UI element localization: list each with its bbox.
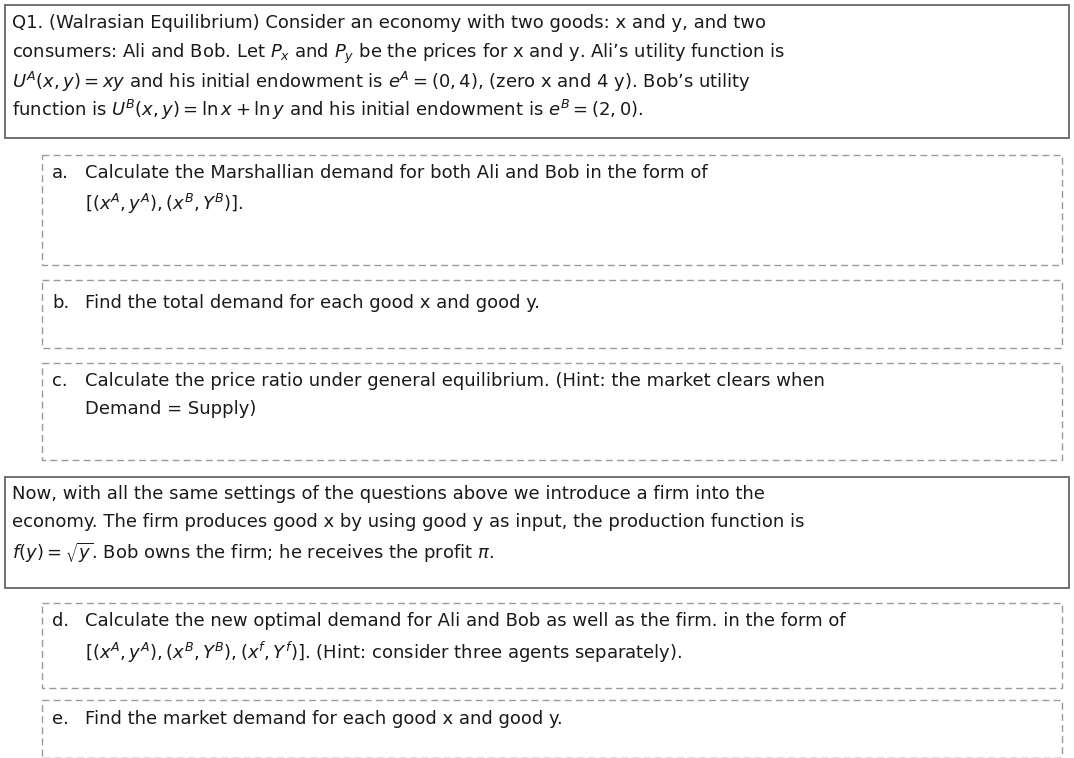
Text: Q1. (Walrasian Equilibrium) Consider an economy with two goods: x and y, and two: Q1. (Walrasian Equilibrium) Consider an … (12, 14, 766, 32)
Text: consumers: Ali and Bob. Let $P_x$ and $P_y$ be the prices for x and y. Ali’s uti: consumers: Ali and Bob. Let $P_x$ and $P… (12, 42, 785, 66)
Bar (42, 603, 1062, 688)
Bar (42, 700, 1062, 758)
Text: function is $U^B(x, y) = \ln x + \ln y$ and his initial endowment is $e^B = (2,0: function is $U^B(x, y) = \ln x + \ln y$ … (12, 98, 643, 122)
Text: Find the total demand for each good x and good y.: Find the total demand for each good x an… (85, 294, 540, 312)
Text: $[(x^A, y^A), (x^B, Y^B)]$.: $[(x^A, y^A), (x^B, Y^B)]$. (85, 192, 244, 216)
Text: d.: d. (52, 612, 69, 630)
Text: economy. The firm produces good x by using good y as input, the production funct: economy. The firm produces good x by usi… (12, 513, 804, 531)
Text: Find the market demand for each good x and good y.: Find the market demand for each good x a… (85, 710, 563, 728)
Text: e.: e. (52, 710, 69, 728)
Text: c.: c. (52, 372, 68, 390)
Bar (42, 363, 1062, 460)
Text: Calculate the Marshallian demand for both Ali and Bob in the form of: Calculate the Marshallian demand for bot… (85, 164, 708, 182)
Text: Calculate the price ratio under general equilibrium. (Hint: the market clears wh: Calculate the price ratio under general … (85, 372, 825, 390)
Bar (5, 5, 1069, 138)
Text: $f(y) = \sqrt{y}$. Bob owns the firm; he receives the profit $\pi$.: $f(y) = \sqrt{y}$. Bob owns the firm; he… (12, 541, 494, 565)
Text: $U^A(x, y) = xy$ and his initial endowment is $e^A = (0,4)$, (zero x and 4 y). B: $U^A(x, y) = xy$ and his initial endowme… (12, 70, 751, 94)
Text: Demand = Supply): Demand = Supply) (85, 400, 257, 418)
Text: Now, with all the same settings of the questions above we introduce a firm into : Now, with all the same settings of the q… (12, 485, 765, 503)
Bar (42, 280, 1062, 348)
Text: b.: b. (52, 294, 69, 312)
Text: Calculate the new optimal demand for Ali and Bob as well as the firm. in the for: Calculate the new optimal demand for Ali… (85, 612, 845, 630)
Text: a.: a. (52, 164, 69, 182)
Bar (42, 155, 1062, 265)
Text: $[(x^A, y^A), (x^B, Y^B), (x^f, Y^f)]$. (Hint: consider three agents separately): $[(x^A, y^A), (x^B, Y^B), (x^f, Y^f)]$. … (85, 640, 682, 666)
Bar (5, 477, 1069, 588)
